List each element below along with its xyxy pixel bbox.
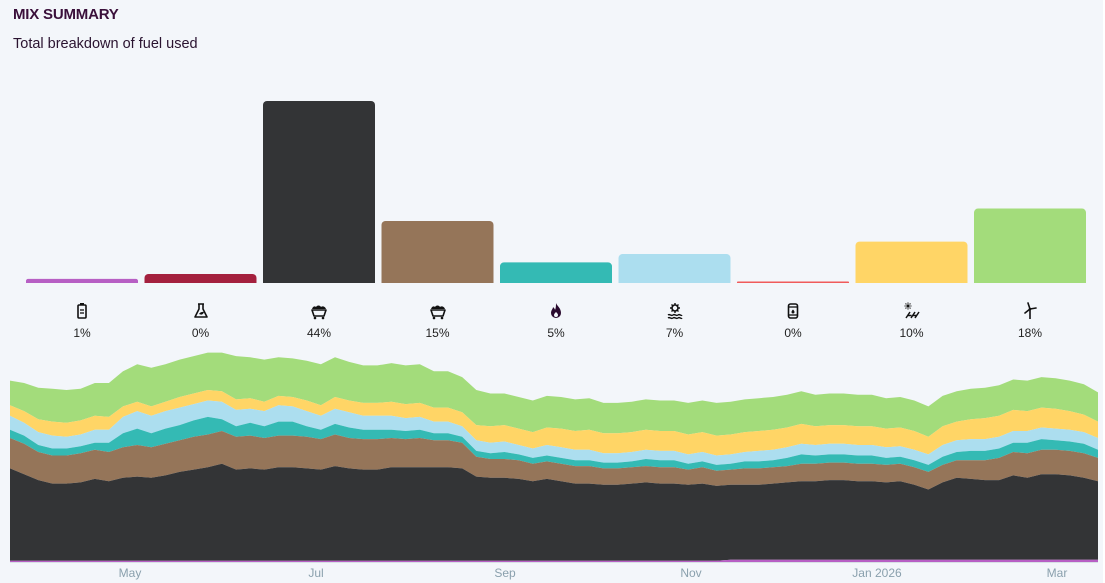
bioenergy-icon (145, 302, 257, 320)
mix-percent-brown-coal: 15% (425, 326, 450, 340)
area-solar (10, 390, 1098, 456)
bar-baseline-mask (0, 283, 1105, 300)
x-tick-label: Nov (680, 566, 701, 580)
mix-column-wind[interactable]: 18% (974, 302, 1086, 340)
mix-percent-hydro: 7% (665, 326, 684, 340)
black-coal-icon (263, 302, 375, 320)
mix-column-black-coal[interactable]: 44% (263, 302, 375, 340)
bar-hydro[interactable] (618, 254, 731, 287)
gas-icon (500, 302, 612, 320)
mix-column-brown-coal[interactable]: 15% (382, 302, 494, 340)
bar-brown-coal[interactable] (381, 220, 494, 287)
area-gas (10, 416, 1098, 472)
mix-column-gas[interactable]: 5% (500, 302, 612, 340)
mix-percent-solar: 10% (899, 326, 924, 340)
mix-percent-wind: 18% (1017, 326, 1043, 340)
solar-icon (856, 302, 968, 320)
area-wind (10, 352, 1098, 437)
mix-column-solar[interactable]: 10% (856, 302, 968, 340)
x-tick-label: Sep (494, 566, 516, 580)
mix-column-bioenergy[interactable]: 0% (145, 302, 257, 340)
bar-solar[interactable] (855, 241, 968, 287)
page-title: MIX SUMMARY (13, 6, 119, 23)
area-brown-coal (10, 431, 1098, 490)
mix-icon-row: 1% 0% 44% 15% 5% 7% 0% 10% 18% (0, 302, 1105, 342)
x-tick-label: May (119, 566, 142, 580)
mix-bar-chart (0, 101, 1105, 300)
distillate-icon (737, 302, 849, 320)
mix-percent-gas: 5% (547, 326, 565, 340)
mix-column-battery[interactable]: 1% (26, 302, 138, 340)
mix-percent-bioenergy: 0% (191, 326, 210, 340)
x-tick-label: Jan 2026 (852, 566, 902, 580)
bar-wind[interactable] (974, 208, 1086, 287)
mix-column-hydro[interactable]: 7% (619, 302, 731, 340)
x-tick-label: Mar (1047, 566, 1068, 580)
wind-icon (974, 302, 1086, 320)
area-battery (10, 559, 1098, 562)
mix-percent-battery: 1% (73, 326, 91, 340)
mix-column-distillate[interactable]: 0% (737, 302, 849, 340)
bar-gas[interactable] (500, 262, 612, 287)
right-edge (1103, 0, 1105, 583)
mix-percent-black-coal: 44% (306, 326, 332, 340)
page-subtitle: Total breakdown of fuel used (13, 36, 198, 52)
area-black-coal (10, 463, 1098, 561)
x-tick-label: Jul (308, 566, 323, 580)
mix-percent-distillate: 0% (784, 326, 802, 340)
hydro-icon (619, 302, 731, 320)
brown-coal-icon (382, 302, 494, 320)
area-hydro (10, 400, 1098, 465)
battery-icon (26, 302, 138, 320)
bar-black-coal[interactable] (263, 101, 375, 287)
header: MIX SUMMARY Total breakdown of fuel used (13, 6, 198, 52)
